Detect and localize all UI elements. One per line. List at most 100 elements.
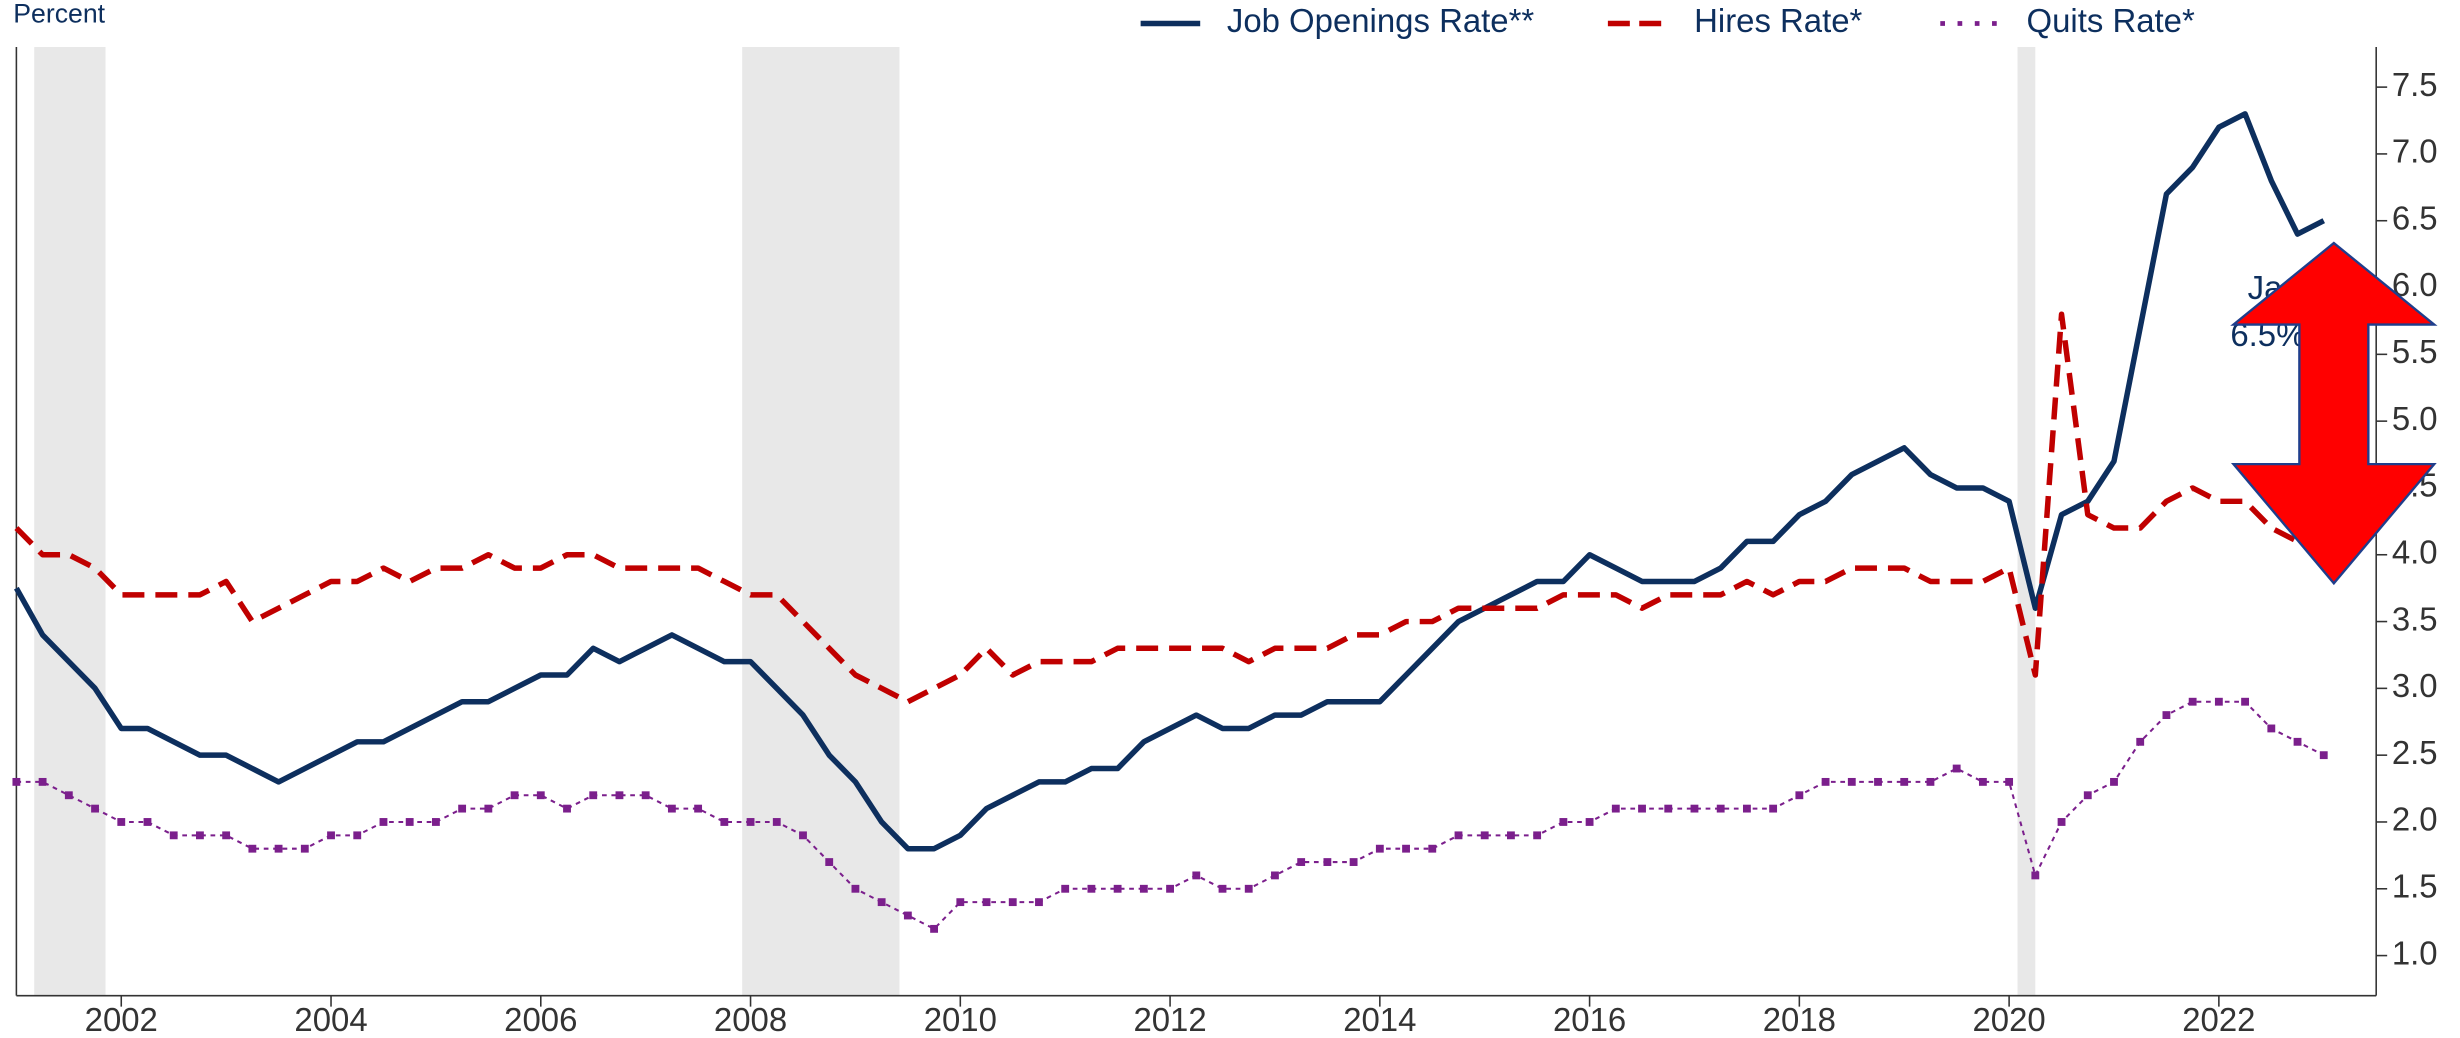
series-marker [2031, 871, 2040, 880]
series-marker [2267, 724, 2276, 733]
recession-band [34, 47, 106, 996]
series-marker [1690, 804, 1699, 813]
series-marker [746, 818, 755, 826]
series-marker [930, 924, 939, 933]
series-marker [2241, 697, 2250, 706]
series-marker [274, 844, 283, 853]
series-marker [772, 818, 781, 826]
recession-band [2017, 47, 2036, 996]
y-tick-label: 7.0 [2392, 133, 2438, 170]
series-marker [1244, 884, 1253, 893]
series-marker [1297, 858, 1306, 866]
series-marker [38, 777, 47, 786]
x-tick-label: 2012 [1133, 1001, 1206, 1038]
series-marker [1507, 831, 1515, 840]
series-marker [1166, 884, 1174, 893]
x-tick-label: 2020 [1973, 1001, 2046, 1038]
series-marker [458, 804, 467, 813]
y-tick-label: 5.5 [2392, 333, 2438, 370]
series-marker [510, 791, 519, 800]
series-marker [1742, 804, 1751, 813]
series-marker [196, 831, 204, 840]
series-marker [589, 791, 598, 800]
series-marker [1192, 871, 1201, 880]
series-marker [1061, 884, 1070, 893]
series-marker [903, 911, 912, 920]
series-marker [1480, 831, 1489, 840]
series-marker [2214, 697, 2223, 706]
series-marker [484, 804, 493, 813]
y-tick-label: 5.0 [2392, 400, 2438, 437]
series-marker [1087, 884, 1096, 893]
series-marker [379, 818, 388, 826]
series-marker [1611, 804, 1620, 813]
series-marker [1559, 818, 1568, 826]
y-tick-label: 1.5 [2392, 867, 2438, 904]
series-marker [1769, 804, 1778, 813]
series-marker [956, 898, 965, 907]
series-marker [2188, 697, 2197, 706]
legend-label: Hires Rate* [1694, 2, 1862, 39]
series-marker [1375, 844, 1384, 853]
series-marker [64, 791, 73, 800]
series-marker [1638, 804, 1646, 813]
series-marker [12, 777, 21, 786]
series-marker [563, 804, 571, 813]
series-marker [2319, 751, 2328, 760]
y-tick-label: 7.5 [2392, 66, 2438, 103]
series-marker [1008, 898, 1017, 907]
series-marker [1874, 777, 1882, 786]
x-tick-label: 2008 [714, 1001, 787, 1038]
series-marker [248, 844, 257, 853]
series-marker [1113, 884, 1122, 893]
series-marker [1139, 884, 1148, 893]
y-tick-label: 1.0 [2392, 934, 2438, 971]
x-tick-label: 2004 [294, 1001, 367, 1038]
series-marker [1952, 764, 1961, 773]
series-marker [536, 791, 545, 800]
series-marker [1349, 858, 1358, 866]
series-line [13, 111, 2326, 852]
x-tick-label: 2014 [1343, 1001, 1416, 1038]
series-marker [2162, 711, 2171, 720]
series-marker [143, 818, 152, 826]
y-tick-label: 2.5 [2392, 734, 2438, 771]
series-marker [2110, 777, 2118, 786]
arrow [2230, 241, 2438, 586]
series-marker [405, 818, 414, 826]
series-marker [1454, 831, 1463, 840]
series-marker [1428, 844, 1437, 853]
series-marker [2293, 737, 2302, 746]
series-marker [694, 804, 703, 813]
series-marker [300, 844, 309, 853]
y-axis-label: Percent [13, 0, 105, 29]
series-marker [1402, 844, 1410, 853]
series-marker [327, 831, 335, 840]
recession-band [742, 47, 900, 996]
legend-label: Quits Rate* [2027, 2, 2195, 39]
series-marker [720, 818, 729, 826]
series-marker [1900, 777, 1909, 786]
legend-label: Job Openings Rate** [1227, 2, 1535, 39]
x-tick-label: 2002 [85, 1001, 158, 1038]
series-marker [2136, 737, 2145, 746]
series-marker [1716, 804, 1725, 813]
x-tick-label: 2016 [1553, 1001, 1626, 1038]
y-tick-label: 4.0 [2392, 533, 2438, 570]
series-marker [2005, 777, 2014, 786]
y-tick-label: 3.0 [2392, 667, 2438, 704]
series-marker [1926, 777, 1935, 786]
series-marker [2083, 791, 2092, 800]
series-marker [799, 831, 807, 840]
series-marker [91, 804, 99, 813]
series-marker [1533, 831, 1542, 840]
series-marker [1035, 898, 1043, 907]
series-marker [825, 858, 834, 866]
y-tick-label: 6.5 [2392, 199, 2438, 236]
series-marker [641, 791, 650, 800]
series-marker [1795, 791, 1804, 800]
series-marker [1664, 804, 1673, 813]
series-marker [169, 831, 178, 840]
series-marker [982, 898, 991, 907]
